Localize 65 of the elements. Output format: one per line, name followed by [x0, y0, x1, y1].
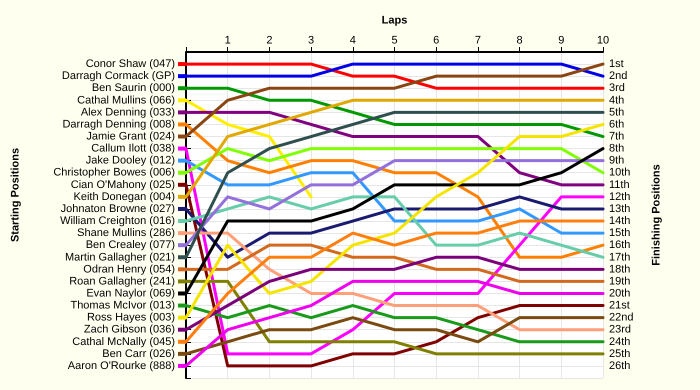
x-tick-label: 2	[266, 34, 272, 46]
legend-label: Aaron O'Rourke (888)	[68, 360, 175, 372]
legend-label: Cian O'Mahony (025)	[70, 178, 175, 191]
y-tick-label: 24th	[609, 336, 630, 348]
legend-label: Keith Donegan (004)	[73, 190, 175, 203]
y-tick-label: 5th	[609, 106, 624, 118]
y-tick-label: 8th	[609, 142, 624, 155]
y-tick-label: 25th	[609, 348, 630, 360]
y-tick-label: 15th	[609, 227, 630, 240]
legend-label: Zach Gibson (036)	[84, 324, 175, 336]
text: Starting Positions	[10, 148, 22, 242]
y-tick-label: 7th	[609, 130, 624, 143]
y-tick-label: 13th	[609, 202, 630, 215]
x-tick-label: 3	[308, 34, 314, 46]
legend-label: Martin Gallagher (021)	[64, 251, 175, 264]
y-tick-label: 21st	[609, 300, 630, 312]
y-tick-label: 10th	[609, 166, 630, 179]
y-tick-label: 4th	[609, 94, 624, 106]
legend-label: Jamie Grant (024)	[86, 130, 175, 143]
legend-label: Callum Ilott (038)	[91, 142, 175, 155]
legend-label: Darragh Denning (008)	[62, 118, 175, 130]
y-tick-label: 18th	[609, 263, 630, 276]
legend-label: Darragh Cormack (GP)	[62, 70, 175, 82]
legend-label: William Creighton (016)	[60, 215, 175, 228]
x-tick-label: 1	[224, 34, 231, 46]
legend-label: Conor Shaw (047)	[86, 58, 175, 70]
y-tick-label: 11th	[609, 178, 630, 191]
y-tick-label: 1st	[609, 58, 624, 70]
legend-label: Ben Carr (026)	[102, 348, 175, 360]
x-tick-label: 6	[433, 34, 440, 46]
legend-label: Johnaton Browne (027)	[60, 202, 175, 215]
y-tick-label: 14th	[609, 215, 630, 228]
legend-label: Cathal McNally (045)	[72, 336, 175, 348]
x-tick-label: 5	[391, 34, 398, 46]
legend-label: Ben Crealey (077)	[86, 239, 175, 252]
legend-label: Shane Mullins (286)	[77, 227, 175, 240]
x-axis-title: Laps	[382, 14, 408, 26]
legend-label: Ross Hayes (003)	[86, 312, 175, 324]
y-tick-label: 2nd	[609, 70, 628, 82]
y-tick-label: 6th	[609, 118, 624, 130]
y-axis-title: Finishing Positions	[650, 164, 662, 266]
x-tick-label: 9	[558, 34, 564, 46]
y-tick-label: 19th	[609, 275, 630, 288]
x-tick-label: 7	[474, 34, 481, 46]
legend-label: Alex Denning (033)	[80, 106, 175, 118]
y-tick-label: 26th	[609, 360, 630, 372]
legend-label: Roan Gallagher (241)	[69, 275, 175, 288]
legend-label: Odran Henry (054)	[83, 263, 175, 276]
x-tick-label: 10	[596, 34, 610, 46]
legend-label: Jake Dooley (012)	[86, 154, 175, 167]
y-tick-label: 20th	[609, 287, 630, 300]
y-tick-label: 22nd	[609, 312, 634, 324]
y-tick-label: 12th	[609, 190, 630, 203]
y-tick-label: 17th	[609, 251, 630, 264]
legend-label: Thomas McIvor (013)	[70, 300, 175, 312]
x-tick-label: 4	[350, 34, 356, 46]
y-tick-label: 9th	[609, 154, 624, 167]
y-tick-label: 23rd	[609, 324, 632, 336]
legend-label: Ben Saurin (000)	[92, 82, 175, 94]
legend-label: Christopher Bowes (006)	[53, 166, 175, 179]
legend-label: Cathal Mullins (066)	[77, 94, 175, 106]
y-tick-label: 16th	[609, 239, 630, 252]
legend-label: Evan Naylor (069)	[86, 287, 175, 300]
y-tick-label: 3rd	[609, 82, 625, 94]
x-tick-label: 8	[516, 34, 523, 46]
